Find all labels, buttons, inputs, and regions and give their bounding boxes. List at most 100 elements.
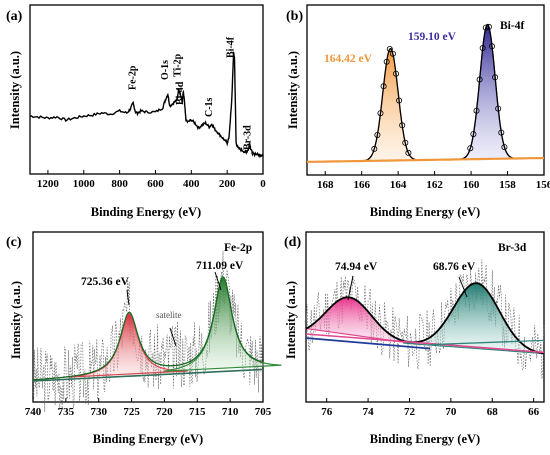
panel-d-ticks: 76 74 72 70 68 66 (321, 398, 540, 418)
panel-d-peak-1-arrow (347, 275, 354, 301)
panel-a-frame (29, 4, 264, 175)
panel-c-plot (32, 250, 282, 413)
panel-c-xlabel: Binding Energy (eV) (93, 432, 203, 446)
panel-b-peak-1-label: 164.42 eV (324, 53, 373, 65)
panel-c-peak-1 (70, 313, 188, 378)
panel-c-label: (c) (6, 235, 22, 250)
panel-b-raw-point (371, 145, 378, 152)
panel-b-tick-label-6: 156 (536, 179, 550, 191)
panel-a-annotation-6: Br-3d (243, 125, 254, 150)
panel-b-raw-point (495, 105, 502, 112)
panel-d-envelope (305, 282, 545, 355)
panel-b-raw-point (482, 24, 489, 31)
panel-c-tick-label-3: 725 (123, 406, 140, 418)
panel-c-tick-label-0: 740 (25, 406, 42, 418)
panel-d-xlabel: Binding Energy (eV) (370, 432, 480, 446)
panel-d-tick-label-0: 76 (321, 406, 333, 418)
panel-b-label: (b) (286, 9, 303, 24)
panel-b-raw-point (488, 43, 495, 50)
panel-c-ylabel: Intensity (a.u.) (9, 281, 23, 359)
panel-c: (c) Intensity (a.u.) Binding Energy (eV)… (6, 231, 282, 446)
panel-d-peak-2-label: 68.76 eV (433, 261, 476, 273)
panel-d-baseline-2 (305, 337, 431, 350)
panel-b-raw-point (380, 83, 387, 90)
panel-b-plot (306, 23, 545, 163)
panel-a-annotation-0: Fe-2p (128, 65, 139, 90)
panel-b-raw-point (476, 76, 483, 83)
panel-a-ticks: 1200 1000 800 600 400 200 0 (37, 170, 266, 190)
panel-a-tick-label-4: 400 (183, 178, 200, 190)
panel-b-raw-point (470, 131, 477, 138)
panel-d-tick-label-1: 74 (363, 406, 375, 418)
panel-a-xlabel: Binding Energy (eV) (91, 205, 201, 219)
panel-c-peak-1-label: 725.36 eV (81, 276, 130, 288)
panel-b-raw-point (485, 23, 492, 30)
panel-c-peak-2-label: 711.09 eV (196, 260, 244, 272)
panel-c-frame (32, 231, 264, 403)
panel-b-raw-point (389, 50, 396, 57)
panel-c-envelope (33, 276, 263, 381)
panel-c-tick-label-4: 720 (156, 406, 173, 418)
panel-a-tick-label-3: 600 (147, 178, 164, 190)
panel-d-label: (d) (284, 235, 301, 250)
panel-c-tick-label-7: 705 (255, 406, 272, 418)
panel-a-annotation-4: C-1s (204, 97, 215, 117)
panel-b-raw-point (405, 149, 412, 156)
panel-a-annotation-1: O-1s (160, 60, 171, 80)
panel-d-frame (305, 231, 545, 403)
panel-b-raw-point (479, 45, 486, 52)
panel-a-tick-label-2: 800 (111, 178, 128, 190)
panel-d-peak-2-arrow (458, 276, 468, 298)
panel-c-peak-1-arrow (126, 289, 130, 306)
panel-b-raw-point (396, 97, 403, 104)
panel-b-raw-point (492, 74, 499, 81)
panel-b: (b) Intensity (a.u.) Binding Energy (eV)… (286, 4, 550, 219)
panel-b-ylabel: Intensity (a.u.) (286, 51, 300, 129)
panel-a-annotation-3: Bi-4d (175, 81, 186, 105)
panel-c-satelite-arrow (169, 327, 177, 347)
panel-a-survey-line (30, 51, 264, 159)
panel-d-tick-label-4: 68 (487, 406, 499, 418)
panel-b-raw-point (392, 70, 399, 77)
panel-c-tick-label-6: 710 (222, 406, 239, 418)
panel-b-raw-point (501, 144, 508, 151)
panel-b-raw-point (402, 139, 409, 146)
panel-a-annotation-2: Ti-2p (173, 53, 184, 77)
panel-a-tick-label-6: 0 (260, 178, 266, 190)
panel-d: (d) Intensity (a.u.) Binding Energy (eV)… (284, 231, 545, 446)
panel-b-tick-label-4: 160 (463, 179, 480, 191)
panel-b-tick-label-1: 166 (353, 179, 370, 191)
panel-a-annotations: Fe-2p O-1s Ti-2p Bi-4d C-1s Bi-4f Br-3d (128, 36, 254, 150)
panel-b-title: Bi-4f (500, 20, 524, 32)
panel-a-label: (a) (6, 9, 23, 24)
panel-c-ticks: 740 735 730 725 720 715 710 705 (25, 398, 272, 418)
panel-b-ticks: 168 166 164 162 160 158 156 (317, 171, 550, 191)
panel-d-tick-label-5: 66 (528, 406, 540, 418)
panel-a-annotation-5: Bi-4f (226, 36, 237, 58)
panel-b-peak-1 (350, 47, 430, 162)
panel-a-ylabel: Intensity (a.u.) (8, 51, 22, 129)
panel-b-raw-point (473, 107, 480, 114)
panel-d-tick-label-2: 72 (404, 406, 416, 418)
panel-c-title: Fe-2p (224, 242, 252, 254)
panel-d-baseline-1 (305, 333, 545, 354)
panel-b-raw-point (498, 129, 505, 136)
panel-b-envelope (307, 24, 544, 163)
panel-c-tick-label-2: 730 (90, 406, 107, 418)
panel-b-raw-point (467, 145, 474, 152)
panel-b-tick-label-0: 168 (317, 179, 334, 191)
panel-d-baseline-3 (430, 339, 545, 346)
panel-b-xlabel: Binding Energy (eV) (370, 205, 480, 219)
panel-b-peak-2-label: 159.10 eV (408, 31, 457, 43)
panel-b-frame (306, 4, 545, 176)
panel-a-tick-label-5: 200 (219, 178, 236, 190)
panel-d-ylabel: Intensity (a.u.) (284, 281, 298, 359)
panel-b-peak-2 (447, 23, 527, 161)
panel-b-baseline (306, 156, 545, 163)
panel-b-raw-point (377, 110, 384, 117)
panel-d-peak-1-label: 74.94 eV (335, 261, 378, 273)
panel-a: (a) Intensity (a.u.) Binding Energy (eV)… (6, 4, 266, 219)
panel-c-peak-2-arrow (214, 271, 222, 291)
panel-b-raw-point (386, 46, 393, 53)
